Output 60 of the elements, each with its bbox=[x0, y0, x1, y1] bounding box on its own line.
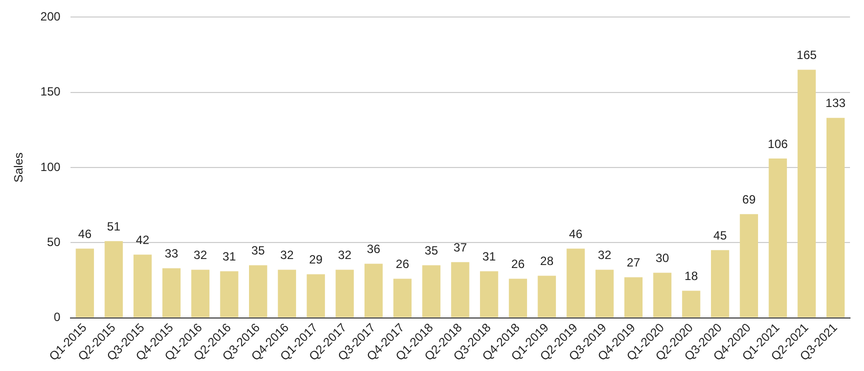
data-label: 69 bbox=[742, 192, 756, 206]
bar bbox=[624, 277, 643, 318]
data-label: 31 bbox=[222, 250, 236, 264]
data-label: 31 bbox=[482, 250, 496, 264]
bar bbox=[538, 276, 556, 318]
data-label: 165 bbox=[796, 48, 818, 62]
bar bbox=[249, 265, 268, 318]
y-tick-label: 100 bbox=[40, 160, 61, 174]
bar bbox=[566, 248, 585, 318]
bar bbox=[740, 214, 758, 318]
data-label: 106 bbox=[768, 136, 788, 151]
y-tick-label: 50 bbox=[47, 234, 61, 249]
bar bbox=[134, 254, 152, 318]
data-label: 33 bbox=[164, 246, 178, 261]
bar bbox=[336, 270, 354, 318]
data-label: 28 bbox=[540, 254, 554, 268]
data-label: 35 bbox=[424, 244, 438, 258]
bar bbox=[451, 262, 470, 318]
data-label: 32 bbox=[280, 248, 294, 262]
bar bbox=[508, 278, 528, 318]
data-label: 32 bbox=[194, 248, 208, 262]
bar bbox=[595, 270, 614, 318]
data-label: 133 bbox=[826, 96, 846, 110]
bar bbox=[162, 268, 181, 318]
bar bbox=[278, 270, 296, 318]
bar bbox=[306, 274, 325, 318]
data-label: 32 bbox=[338, 248, 352, 262]
data-label: 46 bbox=[569, 226, 583, 241]
bar bbox=[480, 271, 498, 318]
data-label: 32 bbox=[598, 248, 612, 262]
bar bbox=[826, 118, 845, 318]
data-label: 35 bbox=[251, 244, 266, 258]
y-tick-label: 200 bbox=[40, 10, 61, 24]
data-label: 42 bbox=[136, 232, 150, 247]
bar bbox=[191, 270, 210, 318]
bar bbox=[422, 265, 440, 318]
bar bbox=[104, 241, 123, 318]
y-axis-title: Sales bbox=[12, 152, 26, 183]
bar bbox=[682, 290, 700, 318]
bar bbox=[798, 70, 816, 318]
data-label: 37 bbox=[454, 240, 468, 254]
y-tick-label: 0 bbox=[54, 310, 61, 324]
bar bbox=[393, 278, 412, 318]
y-tick-label: 150 bbox=[40, 84, 61, 99]
bar bbox=[653, 272, 672, 318]
data-label: 18 bbox=[684, 269, 698, 284]
bar bbox=[768, 158, 787, 318]
bar bbox=[364, 264, 383, 318]
data-label: 45 bbox=[713, 228, 728, 242]
data-label: 51 bbox=[107, 219, 121, 234]
data-label: 30 bbox=[656, 251, 670, 266]
data-label: 27 bbox=[626, 256, 640, 270]
data-label: 46 bbox=[78, 226, 92, 241]
bar bbox=[76, 248, 94, 318]
data-label: 36 bbox=[366, 242, 381, 256]
bar bbox=[220, 271, 238, 318]
data-label: 26 bbox=[396, 257, 410, 272]
data-label: 26 bbox=[511, 257, 525, 272]
data-label: 29 bbox=[309, 252, 323, 267]
bar bbox=[710, 250, 730, 318]
